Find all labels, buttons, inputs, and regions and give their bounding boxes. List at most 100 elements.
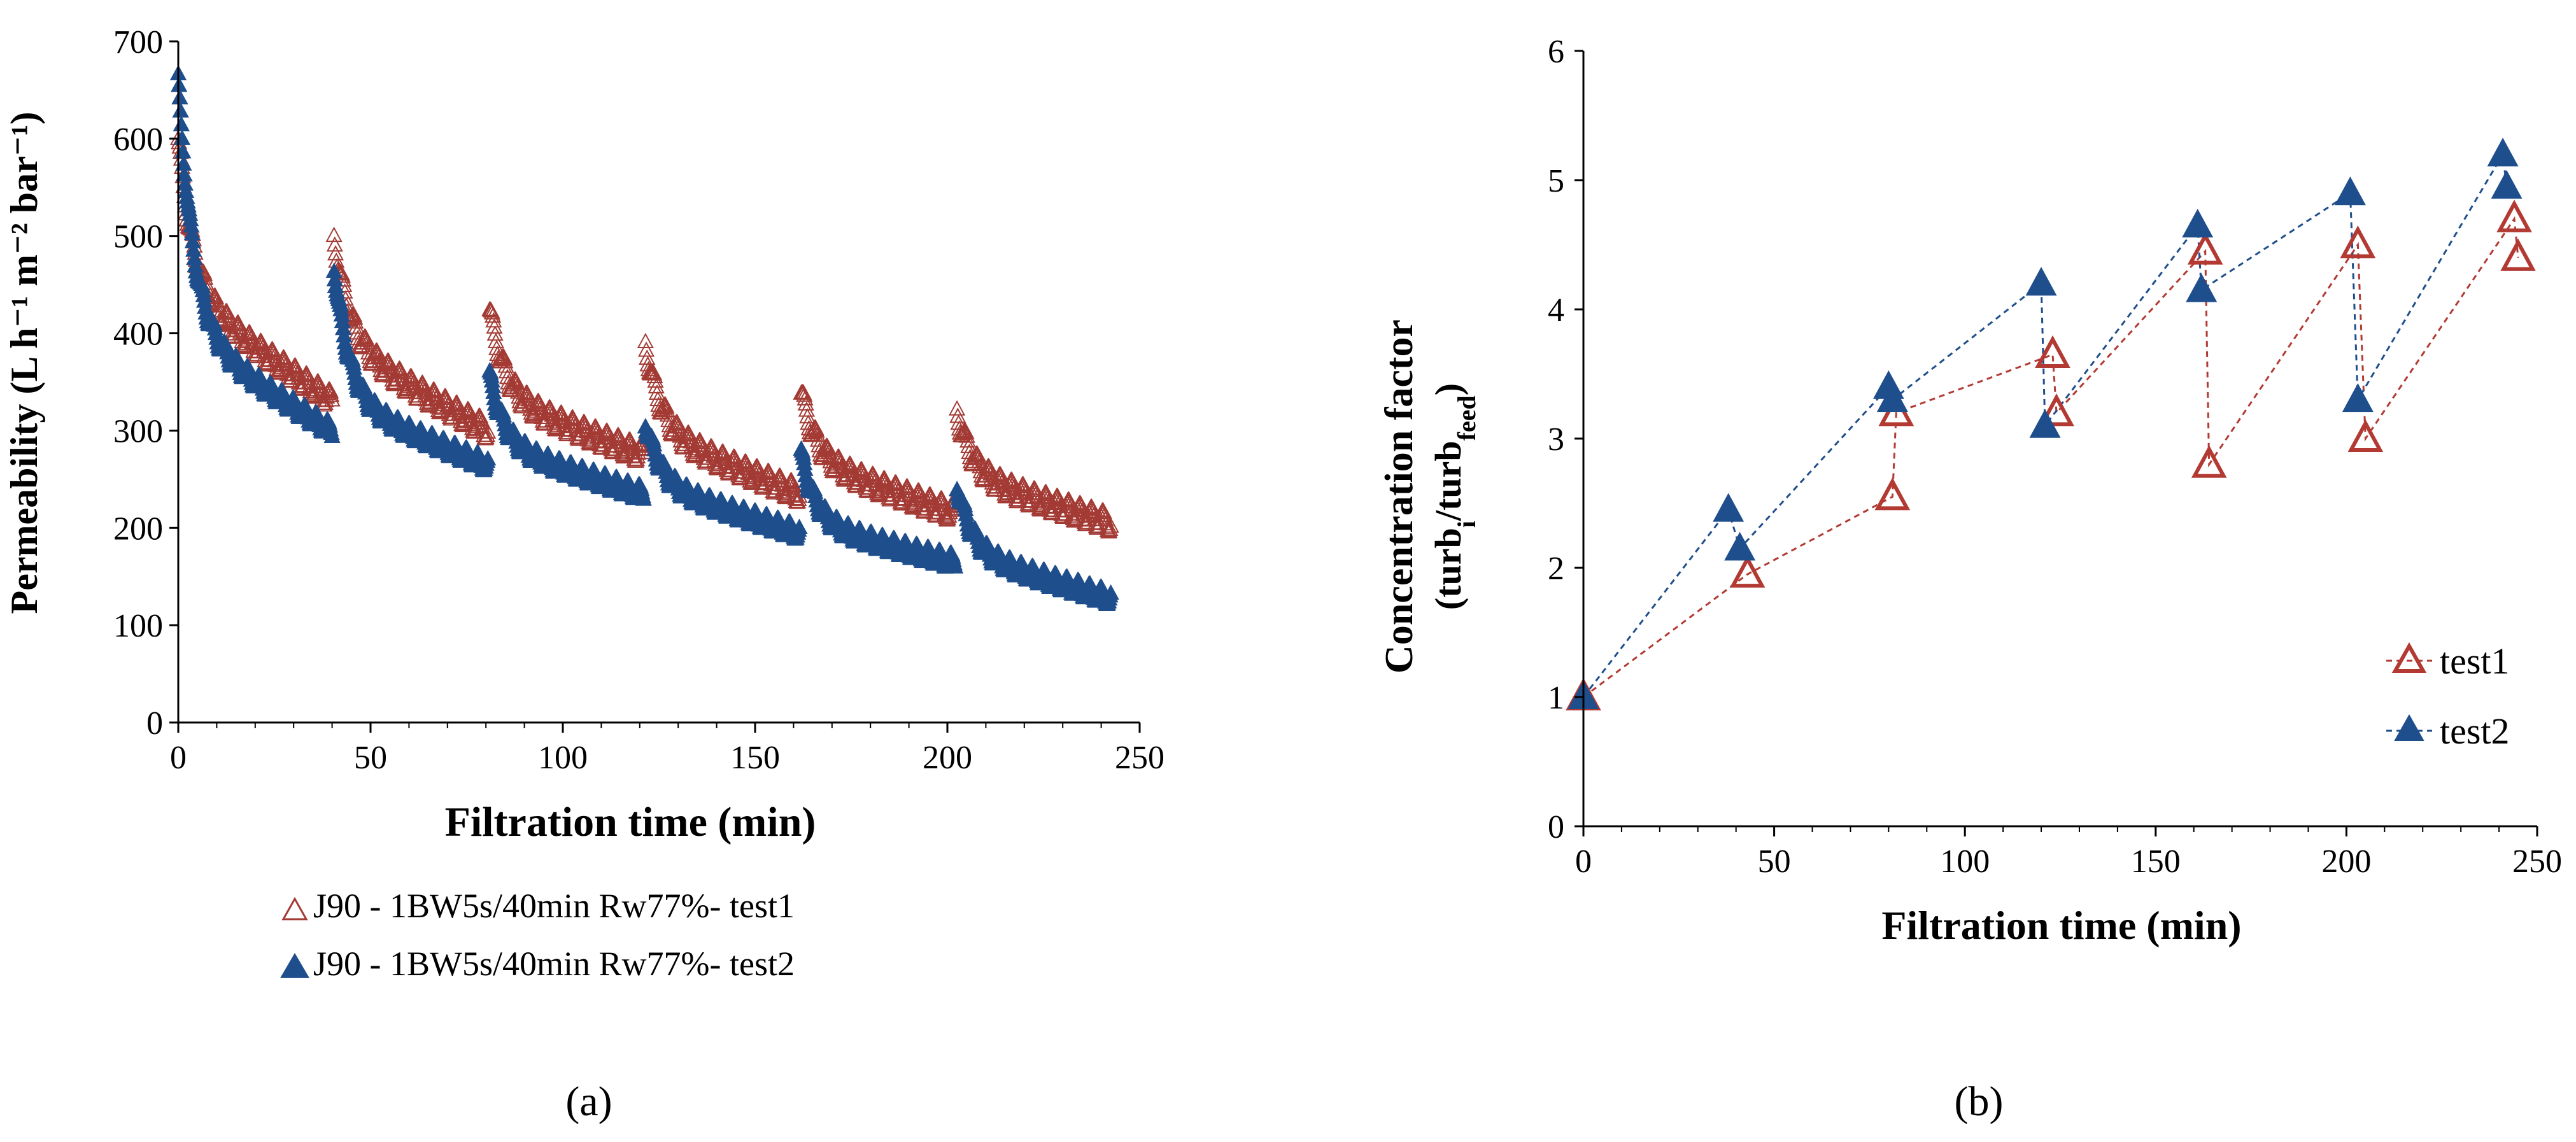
a-test1-point [797, 395, 814, 411]
a-test1-point [508, 374, 525, 390]
a-test1-point [322, 383, 339, 399]
b-test1-point [2187, 232, 2223, 265]
chart-a-y-tick-label: 400 [113, 316, 163, 353]
chart-a-y-tick-label: 500 [113, 219, 163, 255]
a-test1-point [877, 473, 895, 490]
a-test1-point [1028, 484, 1045, 500]
a-test1-point [784, 474, 801, 490]
a-test1-point [866, 469, 883, 484]
a-test1-point [371, 352, 388, 368]
a-test1-point [629, 448, 646, 463]
chart-b-ticks [1575, 50, 2538, 836]
a-test1-point [335, 271, 352, 287]
a-test1-point [550, 409, 568, 425]
chart-b-y-axis-title: Concentration factor (turbi/turbfeed) [1378, 320, 1481, 673]
chart-a-x-axis-title: Filtration time (min) [445, 799, 816, 845]
a-test1-point [1005, 475, 1022, 491]
a-test1-point [1016, 477, 1033, 493]
a-test1-point [219, 304, 236, 320]
a-test1-point [799, 408, 816, 424]
chart-a-y-tick-label: 0 [146, 705, 163, 742]
b-test2-point [2334, 176, 2366, 206]
a-test1-point [265, 347, 283, 363]
a-test1-point [684, 442, 701, 458]
a-test2-point [479, 449, 497, 466]
a-test1-point [648, 384, 666, 400]
a-test1-point [623, 435, 640, 451]
a-test1-point [1097, 511, 1114, 526]
chart-b-y-tick-label: 5 [1548, 163, 1564, 199]
a-test1-point [982, 465, 1000, 481]
a-test1-point [231, 319, 248, 335]
a-test1-point [589, 423, 606, 439]
a-test1-point [692, 434, 709, 449]
a-test1-point [912, 487, 929, 503]
a-test1-point [749, 458, 767, 475]
ylabel-b-open: ( [1427, 598, 1469, 610]
a-test1-point [381, 355, 398, 370]
a-test1-point [473, 414, 490, 430]
a-test1-point [634, 439, 651, 456]
chart-b-tick-labels: 0 1 2 3 4 5 6 0 50 100 150 200 250 [1548, 34, 2562, 880]
a-test1-point [1096, 506, 1114, 523]
a-test1-point [750, 462, 767, 477]
chart-b-legend: test1 test2 [2386, 640, 2510, 752]
chart-a-y-axis-title: Permeability (L h⁻¹ m⁻² bar⁻¹) [3, 112, 45, 614]
a-test1-point [1073, 498, 1090, 514]
a-test1-point [981, 461, 999, 477]
chart-a-ticks [169, 40, 1141, 733]
b-test1-point [2340, 225, 2376, 258]
a-test1-point [485, 312, 502, 328]
a-test1-point [323, 391, 341, 407]
a-test1-point [300, 369, 317, 385]
b-test1-point [2500, 238, 2536, 271]
a-test1-point [854, 463, 872, 479]
a-test1-point [842, 458, 860, 474]
a-test1-point [923, 488, 940, 504]
a-test1-point [531, 395, 548, 412]
a-test1-point [243, 329, 260, 345]
legend-a-test2-marker [280, 953, 309, 978]
chart-a-y-tick-label: 600 [113, 122, 163, 158]
b-test1-point [2035, 335, 2070, 369]
a-test1-point [611, 430, 628, 446]
a-test1-point [449, 396, 467, 412]
chart-b-x-tick-label: 150 [2131, 843, 2181, 880]
a-test1-point [1102, 517, 1119, 533]
a-test1-point [1038, 486, 1056, 502]
a-test1-point [310, 374, 328, 390]
b-test2-point [2025, 267, 2057, 296]
a-test1-point [588, 420, 605, 436]
a-test1-point [681, 428, 699, 444]
a-test1-point [900, 483, 917, 498]
a-test1-point [326, 236, 343, 252]
chart-a-x-tick-label: 250 [1115, 740, 1164, 776]
panel-label-a: (a) [565, 1078, 612, 1125]
chart-b-y-tick-label: 0 [1548, 809, 1564, 845]
a-test2-point [946, 558, 964, 574]
a-test1-point [647, 372, 664, 388]
a-test1-point [208, 288, 225, 305]
a-test1-point [416, 382, 434, 398]
a-test1-point [934, 493, 951, 509]
ylabel-b-sub-i: i [1452, 521, 1481, 528]
chart-b-x-tick-label: 0 [1575, 843, 1592, 880]
a-test1-point [958, 424, 975, 440]
a-test1-point [844, 461, 861, 477]
a-test1-point [287, 358, 304, 374]
a-test1-point [486, 318, 503, 334]
a-test1-point [542, 402, 560, 418]
a-test1-point [648, 377, 665, 394]
chart-b-x-tick-label: 100 [1940, 843, 1990, 880]
series-a-test2-marks [169, 64, 1119, 611]
a-test1-point [327, 245, 344, 261]
a-test1-point [1061, 494, 1079, 510]
chart-b-x-axis-title: Filtration time (min) [1881, 903, 2241, 948]
a-test1-point [254, 338, 271, 354]
chart-b-x-tick-label: 200 [2321, 843, 2371, 880]
chart-b-y-tick-label: 3 [1548, 421, 1564, 458]
a-test1-point [808, 422, 825, 438]
chart-a-x-tick-label: 150 [730, 740, 780, 776]
a-test1-point [670, 418, 687, 434]
ylabel-b-close: ) [1427, 383, 1469, 395]
